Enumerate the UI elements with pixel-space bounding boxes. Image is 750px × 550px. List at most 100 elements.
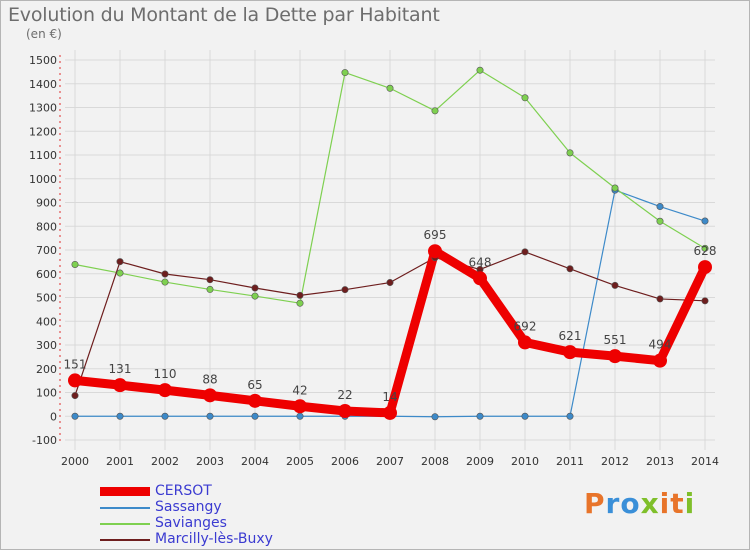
- data-point: [251, 412, 259, 420]
- data-point: [521, 412, 529, 420]
- data-point: [566, 412, 574, 420]
- data-point: [296, 412, 304, 420]
- grid-layer: [65, 50, 715, 450]
- logo-letter: P: [584, 487, 606, 520]
- x-tick-label: 2009: [466, 455, 494, 468]
- logo-letter: x: [640, 487, 660, 520]
- series-points: [68, 66, 712, 421]
- data-point: [521, 94, 529, 102]
- y-tick-label: 1400: [29, 78, 57, 91]
- data-point: [296, 291, 304, 299]
- data-label: 692: [514, 319, 537, 333]
- legend-label: Marcilly-lès-Buxy: [155, 531, 273, 547]
- x-tick-label: 2004: [241, 455, 269, 468]
- x-tick-label: 2005: [286, 455, 314, 468]
- data-point: [116, 269, 124, 277]
- data-point: [701, 217, 709, 225]
- data-point: [248, 393, 262, 408]
- legend-label: Sassangy: [155, 499, 222, 515]
- data-point: [161, 270, 169, 278]
- y-tick-label: 700: [36, 244, 57, 257]
- data-point: [566, 265, 574, 273]
- data-point: [338, 404, 352, 419]
- data-point: [656, 295, 664, 303]
- data-point: [341, 69, 349, 77]
- data-point: [518, 335, 532, 350]
- y-tick-label: -100: [32, 434, 57, 447]
- x-tick-label: 2007: [376, 455, 404, 468]
- legend-swatch: [100, 507, 150, 509]
- legend-swatch: [100, 523, 150, 525]
- data-point: [161, 412, 169, 420]
- data-point: [656, 217, 664, 225]
- x-tick-label: 2008: [421, 455, 449, 468]
- x-tick-label: 2014: [691, 455, 719, 468]
- data-point: [563, 345, 577, 360]
- data-point: [341, 286, 349, 294]
- x-tick-label: 2003: [196, 455, 224, 468]
- legend-label: Savianges: [155, 515, 227, 531]
- data-point: [251, 292, 259, 300]
- x-tick-label: 2006: [331, 455, 359, 468]
- data-point: [158, 383, 172, 398]
- data-point: [203, 388, 217, 403]
- y-tick-label: 400: [36, 315, 57, 328]
- x-tick-label: 2002: [151, 455, 179, 468]
- data-point: [293, 399, 307, 414]
- data-label: 151: [64, 357, 87, 371]
- data-point: [611, 184, 619, 192]
- data-point: [611, 281, 619, 289]
- data-point: [521, 248, 529, 256]
- data-point: [476, 412, 484, 420]
- data-point: [386, 279, 394, 287]
- data-label: 551: [604, 333, 627, 347]
- x-tick-label: 2000: [61, 455, 89, 468]
- data-point: [71, 412, 79, 420]
- legend-swatch: [100, 487, 150, 496]
- y-tick-label: 1000: [29, 173, 57, 186]
- data-point: [701, 244, 709, 252]
- y-tick-label: 900: [36, 197, 57, 210]
- data-point: [428, 244, 442, 259]
- x-tick-label: 2001: [106, 455, 134, 468]
- data-point: [473, 271, 487, 286]
- data-point: [296, 299, 304, 307]
- y-tick-label: 1500: [29, 54, 57, 67]
- data-label: 14: [382, 390, 397, 404]
- data-label: 65: [247, 378, 262, 392]
- data-label: 110: [154, 367, 177, 381]
- chart-title: Evolution du Montant de la Dette par Hab…: [8, 4, 440, 26]
- data-point: [68, 373, 82, 388]
- logo-letter: t: [670, 487, 685, 520]
- data-point: [206, 412, 214, 420]
- data-label: 648: [469, 255, 492, 269]
- legend-label: CERSOT: [155, 483, 212, 499]
- logo-letter: i: [659, 487, 671, 520]
- x-tick-label: 2010: [511, 455, 539, 468]
- y-tick-label: 200: [36, 363, 57, 376]
- y-tick-label: 1200: [29, 125, 57, 138]
- y-tick-label: 1300: [29, 102, 57, 115]
- y-tick-label: 600: [36, 268, 57, 281]
- data-point: [656, 203, 664, 211]
- x-tick-label: 2011: [556, 455, 584, 468]
- y-tick-label: 500: [36, 292, 57, 305]
- data-point: [116, 412, 124, 420]
- x-tick-label: 2013: [646, 455, 674, 468]
- y-tick-label: 800: [36, 220, 57, 233]
- data-point: [476, 66, 484, 74]
- data-point: [653, 353, 667, 368]
- data-point: [161, 278, 169, 286]
- legend-swatch: [100, 539, 150, 541]
- data-point: [386, 84, 394, 92]
- data-point: [206, 285, 214, 293]
- data-point: [113, 378, 127, 393]
- data-point: [608, 349, 622, 364]
- data-point: [251, 284, 259, 292]
- logo-letter: i: [684, 487, 696, 520]
- axis-layer: -100 0 100 200 300 400 500 600 700 800 900 1000 1100…: [29, 54, 719, 468]
- data-point: [431, 413, 439, 421]
- data-label: 88: [202, 372, 217, 386]
- data-point: [71, 260, 79, 268]
